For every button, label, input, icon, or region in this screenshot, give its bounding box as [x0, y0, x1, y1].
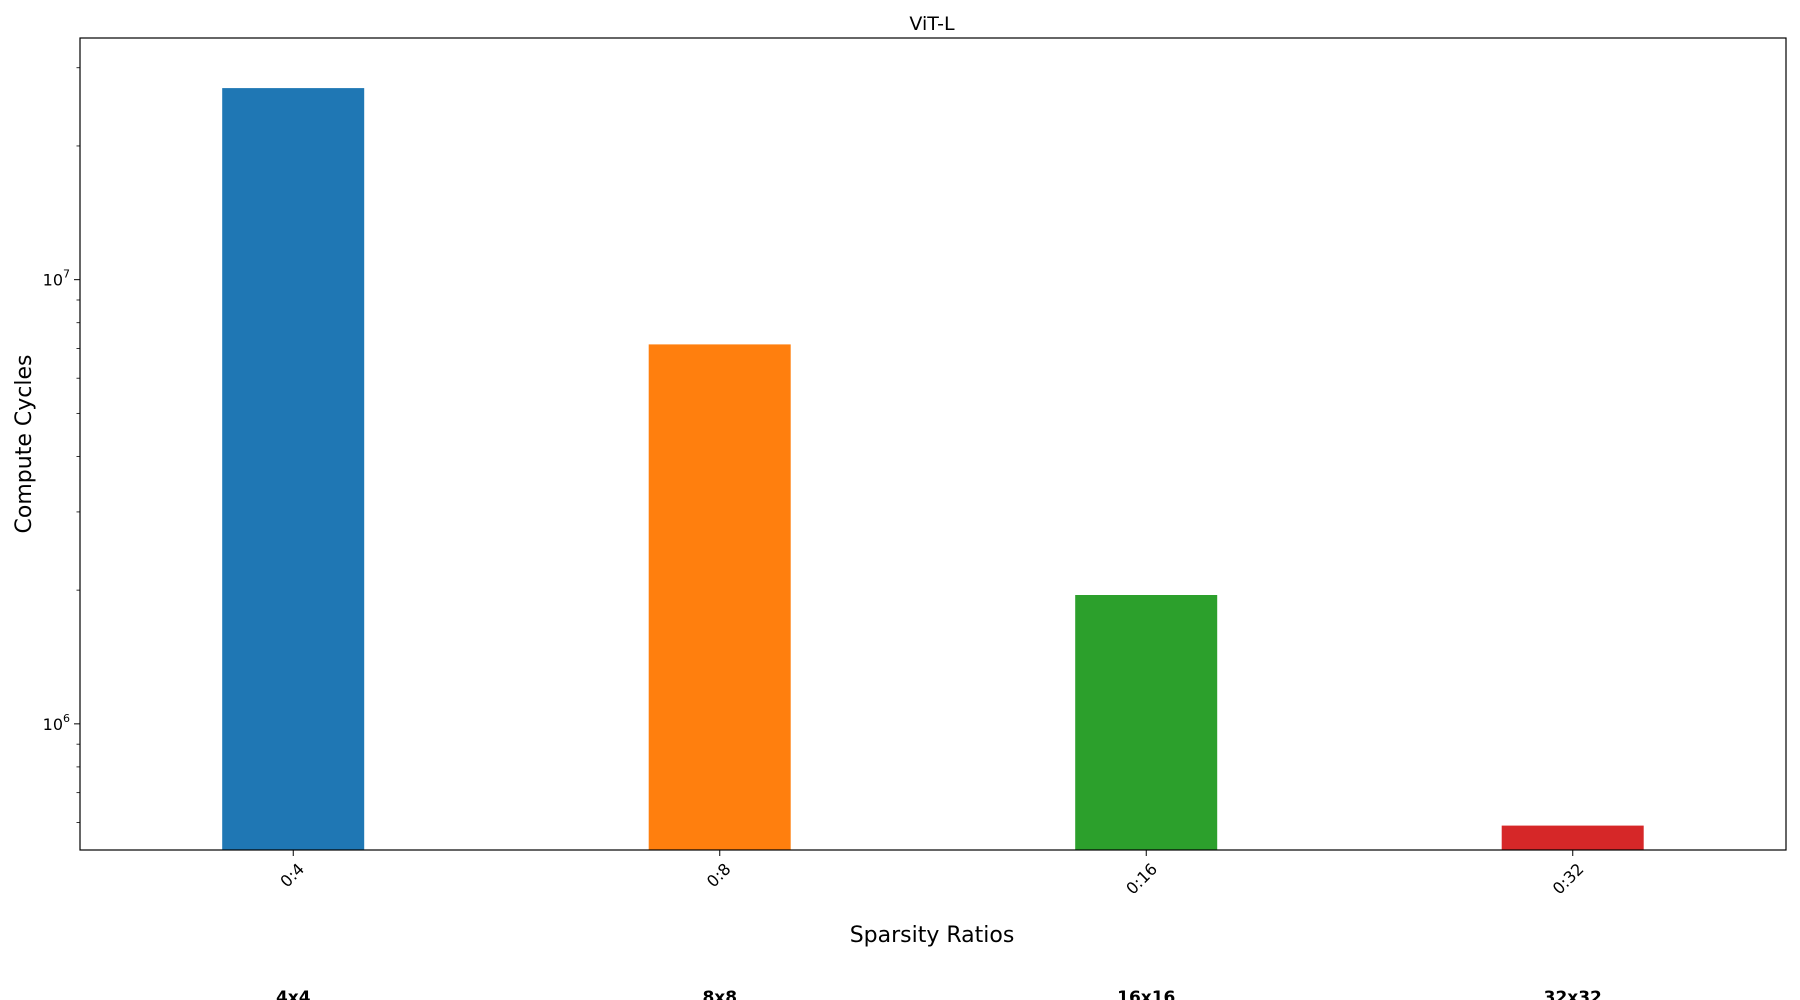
bars-group: [222, 88, 1644, 851]
x-tick-label: 0:8: [703, 859, 735, 891]
y-tick-label: 107: [43, 268, 70, 290]
chart-title: ViT-L: [909, 13, 955, 35]
x-axis-label: Sparsity Ratios: [850, 923, 1015, 948]
group-label: 32x32: [1544, 988, 1602, 1000]
x-tick-label: 0:16: [1122, 859, 1161, 898]
group-labels: 4x4 8x8 16x16 32x32: [276, 988, 1602, 1000]
x-tick-label: 0:4: [276, 859, 308, 891]
bar-0-16: [1075, 595, 1218, 850]
group-label: 8x8: [702, 988, 737, 1000]
x-tick-label: 0:32: [1549, 859, 1588, 898]
y-tick-label: 106: [43, 712, 70, 734]
bar-0-32: [1501, 825, 1644, 850]
x-axis: 0:4 0:8 0:16 0:32: [276, 850, 1588, 898]
bar-0-8: [648, 344, 791, 850]
plot-frame: [79, 37, 1787, 851]
bar-0-4: [222, 88, 365, 851]
y-axis-label: Compute Cycles: [12, 355, 37, 534]
group-label: 16x16: [1117, 988, 1175, 1000]
group-label: 4x4: [276, 988, 311, 1000]
y-axis: 106 107: [43, 67, 80, 823]
